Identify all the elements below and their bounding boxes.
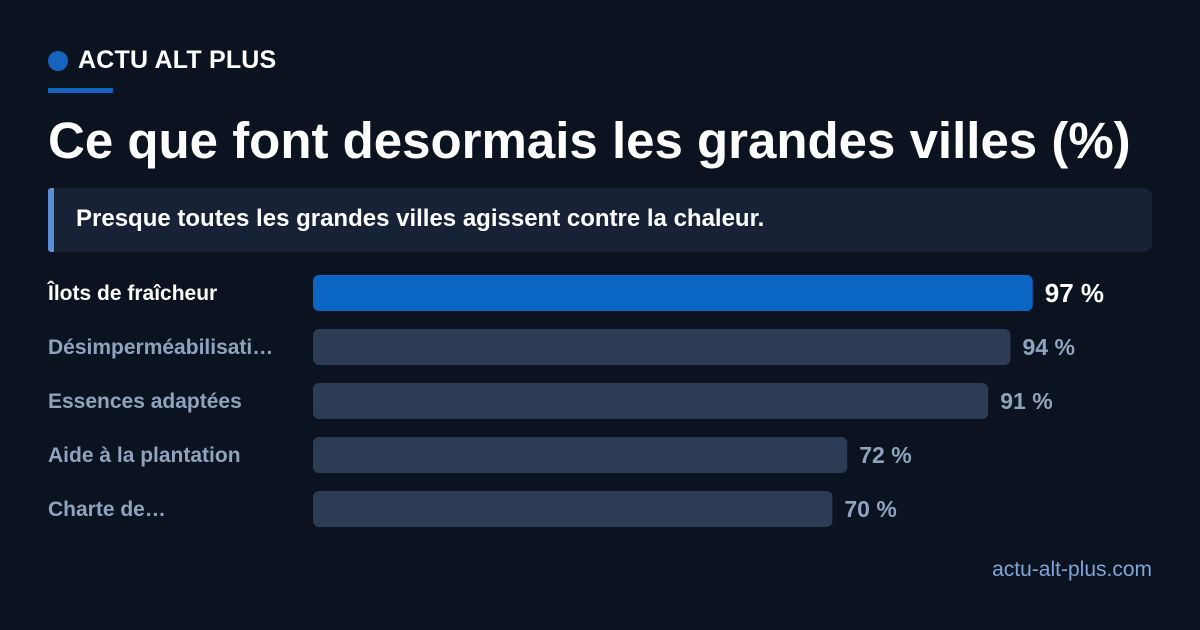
bar-value-label: 94 % — [1022, 334, 1074, 360]
brand-name: ACTU ALT PLUS — [78, 46, 277, 74]
bar-label: Charte de… — [48, 498, 166, 521]
bar-value-label: 72 % — [859, 442, 911, 468]
bar — [313, 437, 848, 473]
bar — [313, 275, 1033, 311]
callout-accent-bar — [48, 188, 54, 252]
brand-dot-icon — [48, 50, 68, 71]
bar-label: Aide à la plantation — [48, 444, 241, 467]
bar — [313, 491, 833, 527]
brand-underline — [48, 88, 113, 93]
bar — [313, 383, 989, 419]
bar-value-label: 91 % — [1000, 388, 1052, 414]
bar — [313, 329, 1011, 365]
bar-label: Désimperméabilisati… — [48, 336, 273, 359]
brand: ACTU ALT PLUS — [48, 46, 276, 75]
bar-label: Essences adaptées — [48, 390, 242, 413]
bar-value-label: 70 % — [844, 496, 896, 522]
callout-text: Presque toutes les grandes villes agisse… — [76, 205, 765, 232]
bar-value-label: 97 % — [1045, 278, 1104, 308]
bar-label: Îlots de fraîcheur — [47, 281, 217, 305]
page-title: Ce que font desormais les grandes villes… — [48, 112, 1131, 169]
footer-site[interactable]: actu-alt-plus.com — [992, 558, 1152, 581]
callout-box: Presque toutes les grandes villes agisse… — [48, 188, 1152, 252]
